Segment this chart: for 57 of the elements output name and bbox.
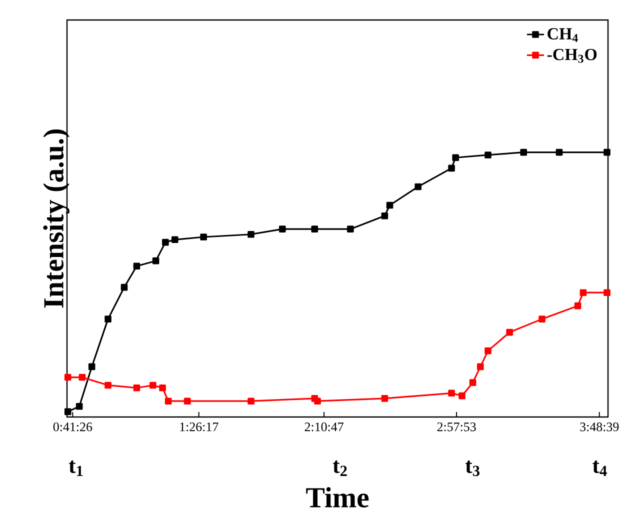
point bbox=[604, 289, 610, 296]
point bbox=[150, 382, 156, 389]
point bbox=[133, 262, 140, 270]
point bbox=[452, 154, 459, 162]
point bbox=[604, 148, 610, 156]
point bbox=[314, 398, 321, 405]
y-axis-title: Intensity (a.u.) bbox=[43, 129, 70, 308]
x-axis-title: Time bbox=[306, 487, 369, 508]
point bbox=[248, 230, 254, 238]
point bbox=[580, 289, 587, 296]
point bbox=[484, 347, 492, 354]
legend-label: -CH$_{3}$O bbox=[547, 48, 597, 63]
x-tick-label: 1:26:17 bbox=[180, 422, 218, 432]
x-tick-label: 3:48:39 bbox=[580, 422, 619, 432]
text: t$_{2}$ bbox=[332, 460, 347, 476]
x-tick-label: 2:10:47 bbox=[304, 422, 344, 432]
text: t$_{3}$ bbox=[465, 460, 480, 476]
point bbox=[556, 148, 563, 156]
point bbox=[164, 398, 172, 405]
point bbox=[469, 379, 476, 386]
point bbox=[248, 398, 254, 405]
text: t$_{4}$ bbox=[592, 460, 607, 476]
point bbox=[448, 164, 455, 172]
point bbox=[104, 382, 112, 389]
point bbox=[162, 238, 169, 246]
point bbox=[88, 363, 96, 370]
point bbox=[171, 236, 178, 244]
point bbox=[64, 374, 72, 381]
point bbox=[184, 398, 191, 405]
text: t$_{1}$ bbox=[68, 460, 83, 476]
point bbox=[458, 392, 466, 400]
point bbox=[347, 226, 354, 232]
point bbox=[574, 302, 582, 310]
point bbox=[104, 316, 112, 322]
point bbox=[76, 403, 83, 410]
x-tick-label: 2:57:53 bbox=[437, 422, 476, 432]
point bbox=[386, 202, 394, 209]
point bbox=[506, 328, 513, 336]
point bbox=[78, 374, 86, 381]
legend-label: CH$_{4}$ bbox=[548, 28, 578, 42]
point bbox=[381, 212, 388, 220]
point bbox=[278, 226, 286, 232]
point bbox=[120, 284, 128, 291]
point bbox=[159, 384, 166, 392]
point bbox=[476, 363, 484, 370]
point bbox=[311, 226, 318, 232]
point bbox=[381, 395, 388, 402]
point bbox=[152, 257, 160, 264]
point bbox=[484, 152, 492, 158]
point bbox=[414, 183, 422, 190]
point bbox=[133, 384, 140, 392]
point bbox=[200, 234, 207, 240]
point bbox=[538, 316, 546, 322]
point bbox=[64, 408, 72, 416]
point bbox=[448, 390, 455, 397]
point bbox=[520, 148, 528, 156]
x-tick-label: 0:41:26 bbox=[53, 422, 92, 432]
